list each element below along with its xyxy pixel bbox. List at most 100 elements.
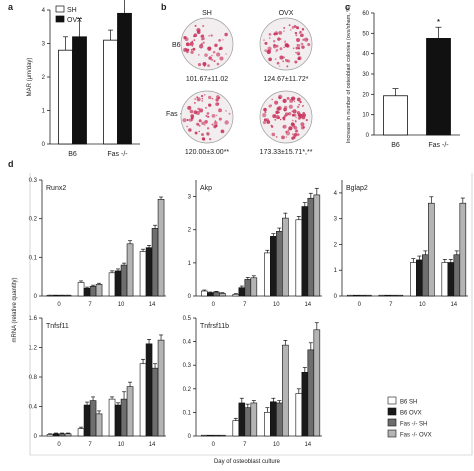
colony-spot: [194, 131, 198, 135]
bar-day10-series0: [264, 412, 271, 437]
bar-day10-series3: [126, 243, 134, 297]
colony-spot: [272, 44, 277, 49]
bar-day14-series1: [447, 262, 455, 297]
legend-label: B6 SH: [400, 400, 417, 406]
bar-day7-series3: [396, 294, 404, 297]
colony-spot: [291, 119, 294, 122]
colony-spot: [270, 104, 273, 107]
colony-spot: [266, 120, 271, 124]
colony-spot: [295, 116, 297, 119]
subplot-bglap2: 0 1 2 3 4 Bglap2 0 7 10 14: [334, 180, 468, 308]
bar-day0-series3: [219, 293, 226, 297]
colony-spot: [274, 58, 277, 60]
colony-spot: [189, 41, 194, 46]
colony-spot: [215, 52, 221, 57]
colony-spot: [288, 126, 293, 131]
y-tick-label: 30: [362, 72, 369, 78]
y-tick-label: 2: [334, 242, 338, 248]
x-tick-label: 14: [450, 302, 457, 308]
y-tick-label: 1: [42, 109, 46, 115]
colony-spot: [213, 125, 217, 129]
panel-b-colony-images: SH OVX B6 Fas -/- 101.67±11.02 124.67±11…: [166, 10, 313, 156]
colony-spot: [277, 37, 281, 41]
colony-spot: [206, 132, 210, 136]
colony-spot: [215, 102, 220, 107]
colony-spot: [211, 58, 214, 61]
colony-spot: [277, 111, 280, 114]
y-tick-label: 50: [362, 31, 369, 37]
y-axis-label: Increase in number of osteoblast colonie…: [346, 5, 352, 143]
colony-dish-b6-sh: [180, 17, 234, 71]
colony-spot: [296, 105, 300, 109]
colony-spot: [204, 94, 206, 96]
legend-swatch: [387, 396, 397, 405]
colony-spot: [201, 98, 204, 100]
bar-day7-series2: [89, 286, 97, 297]
bar-day7-series1: [83, 404, 91, 437]
colony-spot: [279, 65, 281, 67]
legend-swatch: [387, 429, 397, 438]
bar-day7-series0: [378, 294, 386, 297]
colony-spot: [274, 118, 277, 121]
colony-spot: [197, 107, 200, 111]
colony-spot: [288, 112, 292, 116]
y-tick-label: 10: [362, 113, 369, 119]
bar-day7-series3: [95, 413, 103, 437]
colony-spot: [283, 30, 285, 32]
bar-day0-series1: [207, 292, 214, 297]
y-tick-label: 3: [188, 195, 192, 201]
colony-spot: [200, 34, 204, 39]
colony-spot: [218, 108, 222, 113]
colony-spot: [188, 128, 192, 132]
colony-spot: [264, 111, 267, 114]
bar-day14-series3: [313, 194, 321, 297]
y-tick-label: 1: [188, 261, 192, 267]
colony-spot: [300, 33, 304, 38]
colony-spot: [282, 116, 285, 119]
x-tick-label: 0: [57, 302, 61, 308]
colony-spot: [279, 118, 282, 121]
x-tick-label: 14: [149, 442, 156, 448]
colony-spot: [295, 51, 297, 54]
legend-label: OVX: [67, 17, 82, 24]
colony-spot: [282, 124, 287, 129]
colony-spot: [291, 136, 295, 140]
colony-spot: [204, 124, 206, 126]
y-tick-label: 0.1: [29, 255, 38, 261]
colony-spot: [270, 125, 274, 128]
colony-spot: [186, 118, 189, 122]
bar-day7-series3: [250, 277, 258, 297]
colony-spot: [288, 104, 293, 109]
colony-spot: [218, 39, 221, 42]
y-tick-label: 0.8: [29, 375, 38, 381]
colony-spot: [206, 127, 210, 130]
panel-letter-d: d: [8, 159, 14, 169]
bar-day7-series2: [244, 279, 252, 297]
colony-spot: [279, 55, 284, 60]
colony-spot: [290, 97, 293, 99]
y-tick-label: 0: [188, 294, 192, 300]
colony-spot: [207, 46, 212, 51]
y-tick-label: 0.1: [183, 410, 192, 416]
bar-day10-series1: [114, 404, 122, 437]
bar-day10-series2: [422, 254, 429, 297]
colony-spot: [201, 121, 205, 125]
colony-spot: [210, 34, 213, 37]
colony-spot: [283, 26, 286, 29]
colony-spot: [298, 117, 301, 120]
bar-day0-series0: [201, 290, 208, 297]
colony-spot: [187, 105, 192, 110]
colony-spot: [211, 113, 216, 118]
bar-day7-series1: [384, 294, 392, 297]
colony-spot: [201, 133, 204, 137]
colony-spot: [196, 97, 201, 102]
colony-spot: [190, 116, 194, 120]
colony-spot: [211, 55, 213, 57]
colony-spot: [188, 118, 193, 122]
colony-spot: [292, 47, 295, 50]
bar-day7-series3: [250, 402, 258, 437]
bar-day10-series1: [270, 401, 277, 437]
x-tick-label: 10: [273, 442, 280, 448]
bar-day10-series1: [114, 270, 122, 297]
